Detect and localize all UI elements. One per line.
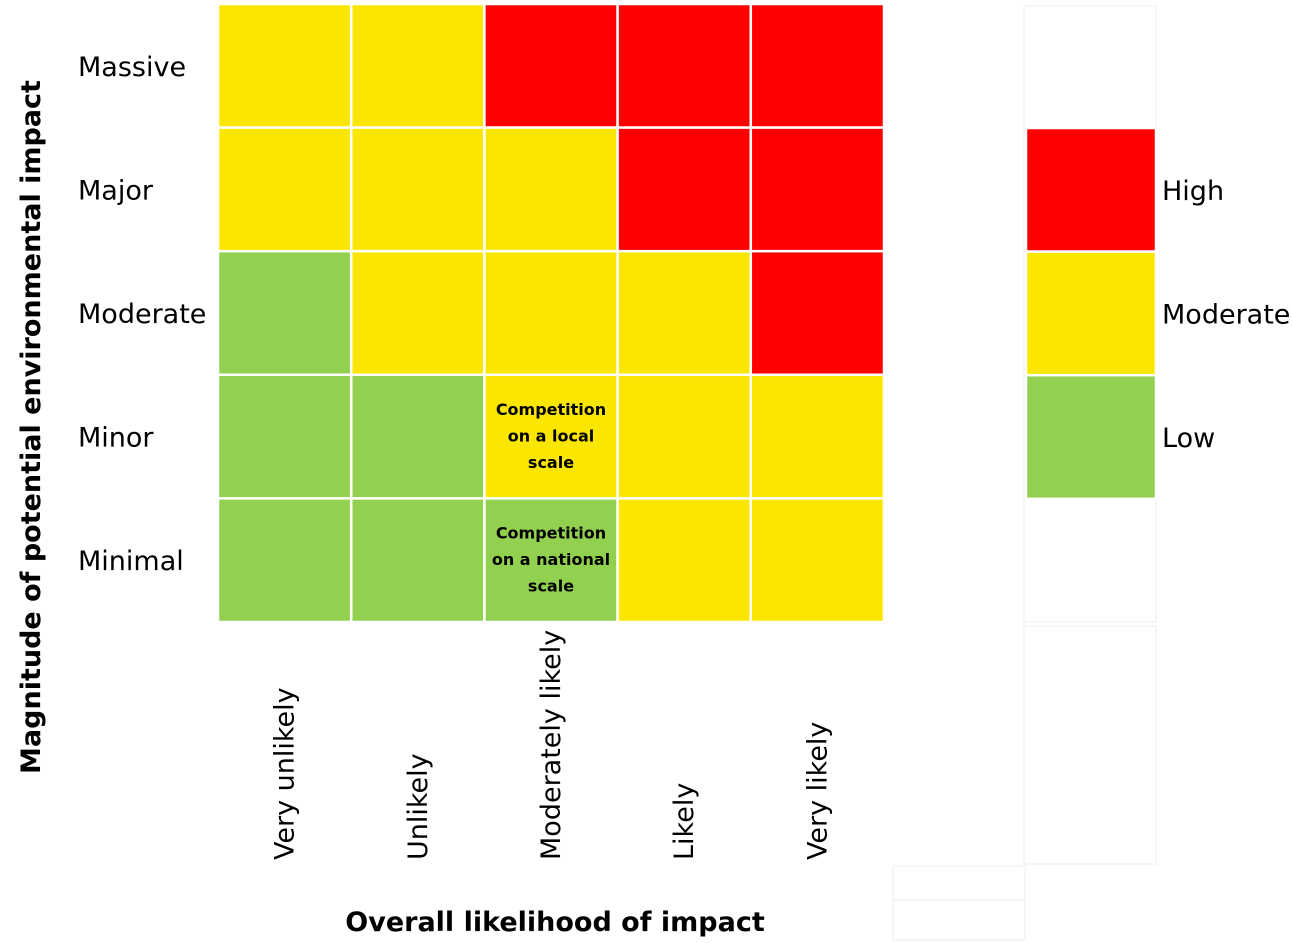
cell-minimal-likely: [616, 497, 753, 624]
cell-minimal-very-likely: [749, 497, 886, 624]
annotation-2-line-1: Competition: [496, 524, 606, 543]
row-label-moderate: Moderate: [78, 299, 206, 330]
y-axis-title: Magnitude of potential environmental imp…: [16, 80, 47, 774]
cell-moderate-unlikely: [349, 249, 486, 377]
x-axis-title: Overall likelihood of impact: [345, 907, 765, 938]
cell-moderate-moderately-likely: [483, 249, 619, 377]
cell-minor-moderately-likely: [483, 373, 619, 500]
cell-major-very-likely: [749, 126, 886, 253]
column-label-likely: Likely: [669, 783, 700, 860]
cell-minor-very-unlikely: [216, 373, 353, 500]
cell-major-very-unlikely: [216, 126, 353, 253]
row-label-minor: Minor: [78, 423, 154, 454]
row-label-minimal: Minimal: [78, 546, 184, 577]
legend-label-high: High: [1162, 176, 1224, 207]
legend: High Moderate Low: [1024, 126, 1290, 501]
cell-annotations: Competition on a local scale Competition on …: [492, 400, 610, 596]
cell-minor-likely: [616, 373, 753, 500]
cell-major-unlikely: [349, 126, 486, 253]
annotation-1-line-2: on a local: [508, 427, 595, 446]
legend-label-moderate: Moderate: [1162, 299, 1290, 330]
row-label-major: Major: [78, 175, 154, 206]
cell-moderate-likely: [616, 249, 753, 377]
annotation-1-line-3: scale: [528, 453, 574, 472]
cell-major-moderately-likely: [483, 126, 619, 253]
cell-moderate-very-unlikely: [216, 249, 353, 377]
column-labels: Very unlikely Unlikely Moderately likely Li…: [270, 630, 834, 860]
cell-moderate-very-likely: [749, 249, 886, 377]
cell-massive-very-likely: [749, 2, 886, 129]
column-label-unlikely: Unlikely: [403, 753, 434, 860]
column-label-moderately-likely: Moderately likely: [536, 630, 567, 860]
cell-massive-moderately-likely: [483, 2, 619, 129]
legend-swatch-low: [1024, 373, 1158, 501]
cell-massive-unlikely: [349, 2, 486, 129]
cell-minimal-very-unlikely: [216, 497, 353, 624]
annotation-2-line-2: on a national: [492, 550, 610, 569]
cell-massive-very-unlikely: [216, 2, 353, 129]
legend-swatch-moderate: [1024, 250, 1158, 377]
annotation-1-line-1: Competition: [496, 400, 606, 419]
cell-minor-very-likely: [749, 373, 886, 500]
row-label-massive: Massive: [78, 52, 186, 83]
row-labels: Massive Major Moderate Minor Minimal: [78, 52, 206, 577]
column-label-very-likely: Very likely: [802, 722, 833, 860]
cell-minor-unlikely: [349, 373, 486, 500]
legend-label-low: Low: [1162, 423, 1215, 454]
cell-minimal-moderately-likely: [483, 497, 619, 624]
heatmap-grid: [216, 2, 886, 624]
column-label-very-unlikely: Very unlikely: [270, 687, 301, 860]
legend-swatch-high: [1024, 126, 1158, 253]
cell-major-likely: [616, 126, 753, 253]
cell-massive-likely: [616, 2, 753, 129]
annotation-2-line-3: scale: [528, 577, 574, 596]
cell-minimal-unlikely: [349, 497, 486, 624]
